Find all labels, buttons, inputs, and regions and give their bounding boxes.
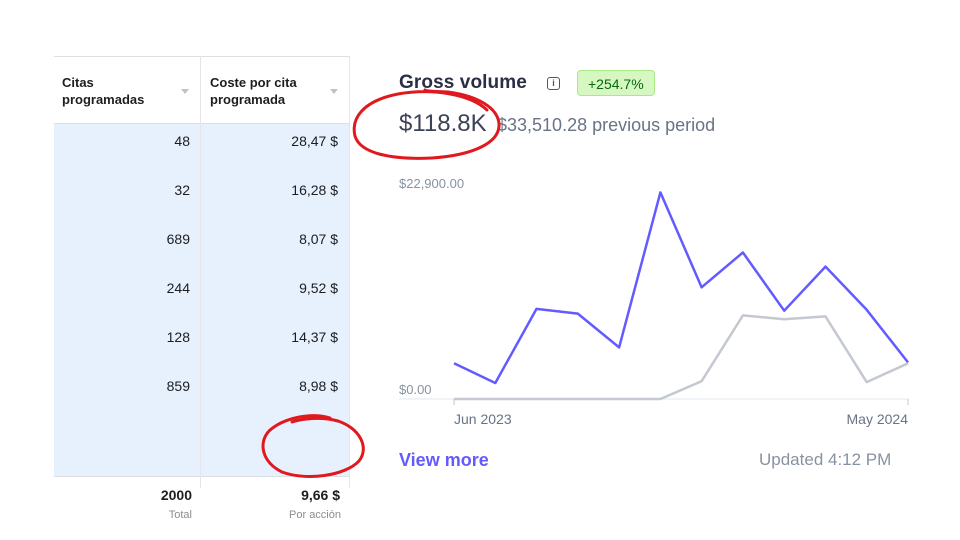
gross-volume-title: Gross volume [399, 72, 527, 93]
citas-cell: 244 [166, 280, 190, 296]
column-header-citas[interactable]: Citas programadas [54, 56, 200, 124]
table-total-row: 2000 Total 9,66 $ Por acción [54, 476, 350, 521]
column-header-citas-line1: Citas [62, 75, 94, 90]
updated-timestamp: Updated 4:12 PM [759, 450, 892, 469]
column-divider [200, 56, 201, 488]
total-coste-label: Por acción [289, 509, 341, 521]
previous-period-line [454, 314, 909, 401]
coste-cell: 28,47 $ [291, 133, 338, 149]
column-header-coste-line1: Coste por cita [210, 75, 297, 90]
x-axis-start-label: Jun 2023 [454, 411, 512, 427]
table-row: 244 9,52 $ [54, 278, 350, 327]
coste-cell: 8,07 $ [299, 231, 338, 247]
info-icon[interactable]: i [547, 77, 560, 90]
coste-cell: 8,98 $ [299, 378, 338, 394]
coste-cell: 16,28 $ [291, 182, 338, 198]
coste-cell: 14,37 $ [291, 329, 338, 345]
results-table: Citas programadas Coste por cita program… [54, 56, 350, 521]
table-row: 128 14,37 $ [54, 327, 350, 376]
table-row: 859 8,98 $ [54, 376, 350, 425]
sort-arrow-icon[interactable] [330, 89, 338, 94]
sort-arrow-icon[interactable] [181, 89, 189, 94]
current-period-line [453, 191, 909, 385]
gross-volume-value: $118.8K [399, 110, 487, 137]
citas-cell: 128 [166, 329, 190, 345]
total-coste-value: 9,66 $ [301, 487, 340, 503]
citas-cell: 689 [166, 231, 190, 247]
citas-cell: 859 [166, 378, 190, 394]
column-header-coste-line2: programada [210, 92, 286, 107]
view-more-link[interactable]: View more [399, 450, 489, 470]
column-header-coste[interactable]: Coste por cita programada [200, 56, 350, 124]
column-header-citas-line2: programadas [62, 92, 145, 107]
table-row: 48 28,47 $ [54, 131, 350, 180]
y-axis-min-label: $0.00 [399, 382, 432, 397]
citas-cell: 48 [174, 133, 190, 149]
change-badge: +254.7% [577, 70, 655, 96]
total-citas-value: 2000 [160, 487, 192, 503]
y-axis-max-label: $22,900.00 [399, 176, 464, 191]
x-axis-end-label: May 2024 [847, 411, 909, 427]
coste-cell: 9,52 $ [299, 280, 338, 296]
gross-volume-chart: $22,900.00 $0.00 Jun 2023 May 2024 [399, 176, 909, 427]
table-row: 689 8,07 $ [54, 229, 350, 278]
total-citas-label: Total [168, 509, 192, 521]
previous-period-value: $33,510.28 previous period [497, 115, 716, 135]
column-divider [349, 56, 350, 488]
citas-cell: 32 [174, 182, 190, 198]
table-row: 32 16,28 $ [54, 180, 350, 229]
